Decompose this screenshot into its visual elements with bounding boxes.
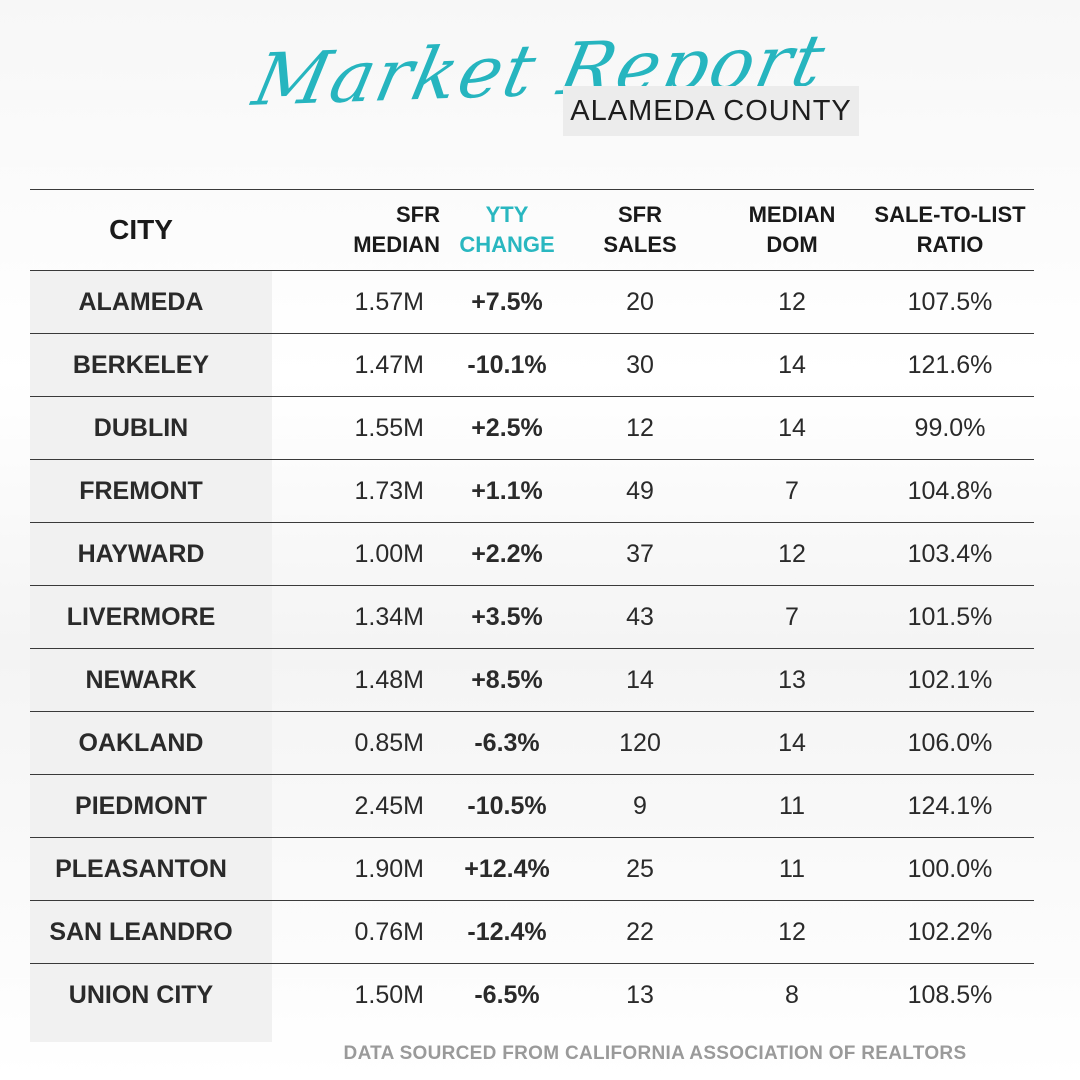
county-subtitle: ALAMEDA COUNTY (563, 86, 859, 136)
sale-to-list-cell: 108.5% (907, 980, 993, 1009)
header-city: CITY (30, 189, 252, 271)
sale-to-list-cell: 104.8% (866, 459, 1034, 523)
city-cell: NEWARK (30, 648, 252, 712)
city-cell: BERKELEY (30, 333, 252, 397)
sfr-sales-cell: 120 (562, 711, 718, 775)
sfr-sales-cell: 49 (562, 459, 718, 523)
city-cell: LIVERMORE (30, 585, 252, 649)
median-dom-cell: 12 (718, 522, 866, 586)
report-script-title: Market Report (246, 18, 834, 122)
sfr-median-cell: 1.34M (252, 585, 452, 649)
yty-change-cell: +2.5% (452, 396, 562, 460)
yty-change-cell: -10.1% (452, 333, 562, 397)
sfr-median-cell: 1.47M (252, 333, 452, 397)
sfr-sales-cell: 30 (562, 333, 718, 397)
sale-to-list-cell: 101.5% (866, 585, 1034, 649)
header-median-dom: MEDIAN DOM (718, 189, 866, 271)
yty-change-cell: +12.4% (452, 837, 562, 901)
header-sfr-median: SFR MEDIAN (252, 189, 452, 271)
yty-change-cell: -6.5% (474, 980, 540, 1009)
sale-to-list-cell: 124.1% (866, 774, 1034, 838)
market-report-table: CITY SFR MEDIAN YTY CHANGE SFR SALES MEDIAN… (30, 189, 1034, 1026)
city-cell: SAN LEANDRO (30, 900, 252, 964)
sfr-sales-cell: 12 (562, 396, 718, 460)
median-dom-cell: 11 (718, 774, 866, 838)
sfr-sales-cell: 20 (562, 270, 718, 334)
sfr-median-cell: 1.55M (252, 396, 452, 460)
table-row: PIEDMONT 2.45M -10.5% 9 11 124.1% (30, 774, 1034, 838)
table-row: SAN LEANDRO 0.76M -12.4% 22 12 102.2% (30, 900, 1034, 964)
city-cell: PLEASANTON (30, 837, 252, 901)
sale-to-list-cell: 106.0% (866, 711, 1034, 775)
sfr-median-cell: 2.45M (252, 774, 452, 838)
median-dom-cell: 12 (718, 270, 866, 334)
header-yty-change: YTY CHANGE (452, 189, 562, 271)
sfr-median-cell: 1.57M (252, 270, 452, 334)
sfr-sales-cell: 25 (562, 837, 718, 901)
sfr-median-cell: 1.73M (252, 459, 452, 523)
table-row: LIVERMORE 1.34M +3.5% 43 7 101.5% (30, 585, 1034, 649)
city-cell: UNION CITY (68, 980, 214, 1009)
sfr-sales-cell: 9 (562, 774, 718, 838)
city-cell: DUBLIN (30, 396, 252, 460)
sale-to-list-cell: 107.5% (866, 270, 1034, 334)
sfr-median-cell: 1.90M (252, 837, 452, 901)
yty-change-cell: +7.5% (452, 270, 562, 334)
city-cell: PIEDMONT (30, 774, 252, 838)
median-dom-cell: 7 (718, 585, 866, 649)
yty-change-cell: +8.5% (452, 648, 562, 712)
yty-change-cell: +3.5% (452, 585, 562, 649)
sfr-sales-cell: 43 (562, 585, 718, 649)
median-dom-cell: 8 (785, 980, 799, 1009)
sfr-sales-cell: 14 (562, 648, 718, 712)
median-dom-cell: 13 (718, 648, 866, 712)
sale-to-list-cell: 121.6% (866, 333, 1034, 397)
table-header-row: CITY SFR MEDIAN YTY CHANGE SFR SALES MEDIAN… (30, 189, 1034, 271)
table-body: ALAMEDA 1.57M +7.5% 20 12 107.5% BERKELEY 1.47M… (30, 270, 1034, 1027)
table-row: DUBLIN 1.55M +2.5% 12 14 99.0% (30, 396, 1034, 460)
table-row: OAKLAND 0.85M -6.3% 120 14 106.0% (30, 711, 1034, 775)
header-sfr-sales: SFR SALES (562, 189, 718, 271)
sale-to-list-cell: 103.4% (866, 522, 1034, 586)
yty-change-cell: -10.5% (452, 774, 562, 838)
yty-change-cell: -12.4% (452, 900, 562, 964)
median-dom-cell: 12 (718, 900, 866, 964)
sale-to-list-cell: 102.2% (866, 900, 1034, 964)
table-row: BERKELEY 1.47M -10.1% 30 14 121.6% (30, 333, 1034, 397)
sfr-sales-cell: 22 (562, 900, 718, 964)
median-dom-cell: 14 (718, 333, 866, 397)
sfr-median-cell: 1.50M (354, 980, 424, 1009)
yty-change-cell: +2.2% (452, 522, 562, 586)
table-row: ALAMEDA 1.57M +7.5% 20 12 107.5% (30, 270, 1034, 334)
table-row: UNION CITY 1.50M -6.5% 13 8 108.5% (30, 964, 1034, 1027)
table-row: PLEASANTON 1.90M +12.4% 25 11 100.0% (30, 837, 1034, 901)
yty-change-cell: +1.1% (452, 459, 562, 523)
median-dom-cell: 14 (718, 711, 866, 775)
sfr-sales-cell: 37 (562, 522, 718, 586)
city-cell: OAKLAND (30, 711, 252, 775)
table-row: FREMONT 1.73M +1.1% 49 7 104.8% (30, 459, 1034, 523)
city-cell: FREMONT (30, 459, 252, 523)
yty-change-cell: -6.3% (452, 711, 562, 775)
city-cell: HAYWARD (30, 522, 252, 586)
median-dom-cell: 11 (718, 837, 866, 901)
sale-to-list-cell: 99.0% (866, 396, 1034, 460)
median-dom-cell: 14 (718, 396, 866, 460)
sfr-median-cell: 0.85M (252, 711, 452, 775)
sfr-median-cell: 0.76M (252, 900, 452, 964)
table-row: HAYWARD 1.00M +2.2% 37 12 103.4% (30, 522, 1034, 586)
median-dom-cell: 7 (718, 459, 866, 523)
data-source-note: DATA SOURCED FROM CALIFORNIA ASSOCIATION… (343, 1043, 967, 1064)
header-sale-to-list-ratio: SALE-TO-LIST RATIO (866, 189, 1034, 271)
table-row: NEWARK 1.48M +8.5% 14 13 102.1% (30, 648, 1034, 712)
sfr-median-cell: 1.48M (252, 648, 452, 712)
sale-to-list-cell: 100.0% (866, 837, 1034, 901)
sfr-median-cell: 1.00M (252, 522, 452, 586)
city-cell: ALAMEDA (30, 270, 252, 334)
report-header: Market Report ALAMEDA COUNTY (0, 18, 1080, 148)
sale-to-list-cell: 102.1% (866, 648, 1034, 712)
sfr-sales-cell: 13 (626, 980, 654, 1009)
